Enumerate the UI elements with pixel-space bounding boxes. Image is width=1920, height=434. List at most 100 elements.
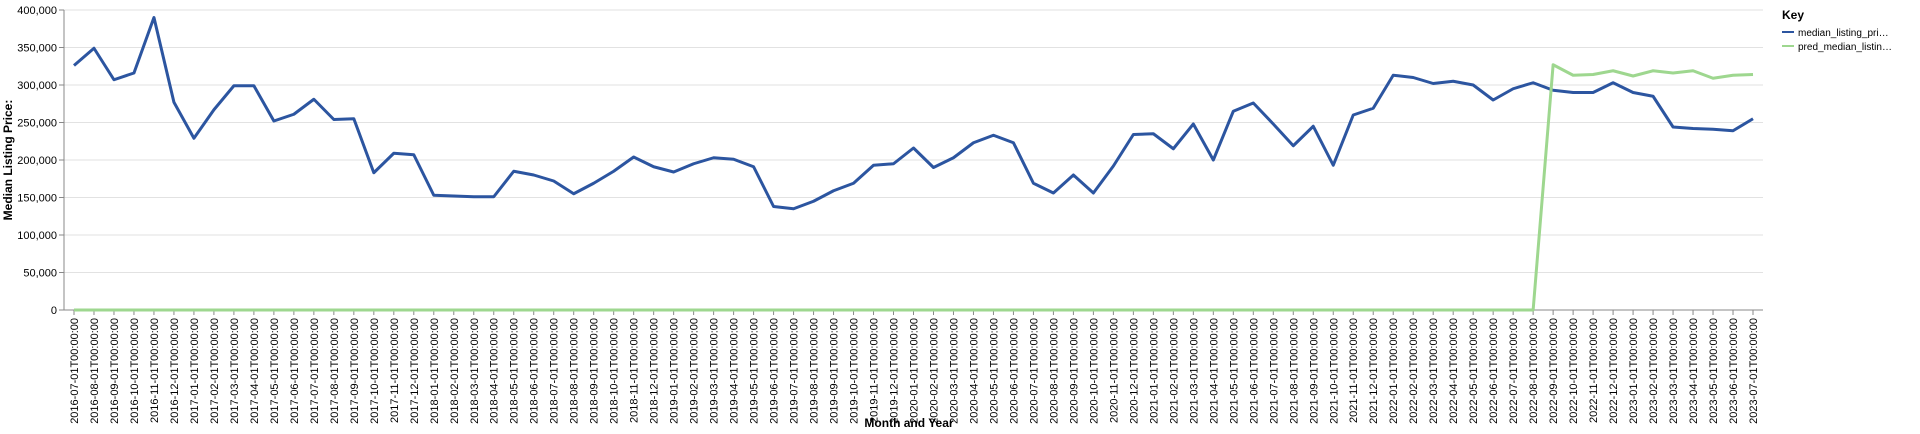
x-tick-label: 2019-08-01T00:00:00 <box>809 318 821 424</box>
x-tick-label: 2022-04-01T00:00:00 <box>1448 318 1460 424</box>
x-tick-label: 2021-07-01T00:00:00 <box>1268 318 1280 424</box>
x-tick-label: 2018-08-01T00:00:00 <box>569 318 581 424</box>
x-tick-label: 2017-11-01T00:00:00 <box>389 318 401 423</box>
legend-label: pred_median_listin… <box>1798 42 1892 53</box>
x-tick-label: 2022-06-01T00:00:00 <box>1488 318 1500 424</box>
x-tick-label: 2023-07-01T00:00:00 <box>1748 318 1760 424</box>
x-tick-label: 2020-09-01T00:00:00 <box>1068 318 1080 424</box>
x-tick-label: 2020-07-01T00:00:00 <box>1028 318 1040 424</box>
x-tick-label: 2021-10-01T00:00:00 <box>1328 318 1340 424</box>
x-tick-label: 2022-11-01T00:00:00 <box>1588 318 1600 423</box>
x-tick-label: 2018-11-01T00:00:00 <box>629 318 641 423</box>
x-tick-label: 2023-02-01T00:00:00 <box>1648 318 1660 424</box>
x-tick-label: 2020-06-01T00:00:00 <box>1008 318 1020 424</box>
x-tick-label: 2019-10-01T00:00:00 <box>849 318 861 424</box>
x-tick-label: 2017-06-01T00:00:00 <box>289 318 301 424</box>
x-tick-label: 2018-02-01T00:00:00 <box>449 318 461 424</box>
x-tick-label: 2022-07-01T00:00:00 <box>1508 318 1520 424</box>
x-tick-label: 2016-07-01T00:00:00 <box>69 318 81 424</box>
x-tick-label: 2017-05-01T00:00:00 <box>269 318 281 424</box>
x-tick-label: 2018-10-01T00:00:00 <box>609 318 621 424</box>
x-tick-label: 2021-05-01T00:00:00 <box>1228 318 1240 424</box>
x-tick-label: 2021-04-01T00:00:00 <box>1208 318 1220 424</box>
series-line <box>73 63 1754 312</box>
x-tick-label: 2022-02-01T00:00:00 <box>1408 318 1420 424</box>
x-tick-label: 2017-08-01T00:00:00 <box>329 318 341 424</box>
x-tick-label: 2017-03-01T00:00:00 <box>229 318 241 424</box>
x-tick-label: 2022-12-01T00:00:00 <box>1608 318 1620 424</box>
x-tick-label: 2019-12-01T00:00:00 <box>889 318 901 424</box>
y-tick-label: 400,000 <box>17 5 57 17</box>
y-tick-label: 250,000 <box>17 118 57 130</box>
x-tick-label: 2019-06-01T00:00:00 <box>769 318 781 424</box>
x-tick-label: 2021-03-01T00:00:00 <box>1188 318 1200 424</box>
x-tick-label: 2018-07-01T00:00:00 <box>549 318 561 424</box>
x-tick-label: 2017-12-01T00:00:00 <box>409 318 421 424</box>
x-tick-label: 2016-09-01T00:00:00 <box>109 318 121 424</box>
x-tick-label: 2018-12-01T00:00:00 <box>649 318 661 424</box>
x-tick-label: 2020-10-01T00:00:00 <box>1088 318 1100 424</box>
x-tick-label: 2019-03-01T00:00:00 <box>709 318 721 424</box>
x-tick-label: 2017-02-01T00:00:00 <box>209 318 221 424</box>
x-tick-label: 2023-06-01T00:00:00 <box>1728 318 1740 424</box>
x-tick-label: 2018-09-01T00:00:00 <box>589 318 601 424</box>
x-tick-label: 2019-09-01T00:00:00 <box>829 318 841 424</box>
x-tick-label: 2017-07-01T00:00:00 <box>309 318 321 424</box>
x-tick-label: 2021-08-01T00:00:00 <box>1288 318 1300 424</box>
x-tick-label: 2021-12-01T00:00:00 <box>1368 318 1380 424</box>
x-tick-label: 2022-10-01T00:00:00 <box>1568 318 1580 424</box>
x-tick-label: 2021-02-01T00:00:00 <box>1168 318 1180 424</box>
y-tick-label: 300,000 <box>17 80 57 92</box>
y-tick-label: 350,000 <box>17 43 57 55</box>
x-tick-label: 2018-04-01T00:00:00 <box>489 318 501 424</box>
x-tick-label: 2017-04-01T00:00:00 <box>249 318 261 424</box>
x-axis-title: Month and Year <box>864 416 953 430</box>
x-tick-label: 2019-07-01T00:00:00 <box>789 318 801 424</box>
x-tick-label: 2022-08-01T00:00:00 <box>1528 318 1540 424</box>
x-tick-label: 2023-04-01T00:00:00 <box>1688 318 1700 424</box>
x-tick-label: 2019-11-01T00:00:00 <box>869 318 881 423</box>
x-tick-label: 2018-05-01T00:00:00 <box>509 318 521 424</box>
x-tick-label: 2023-03-01T00:00:00 <box>1668 318 1680 424</box>
x-tick-label: 2021-06-01T00:00:00 <box>1248 318 1260 424</box>
x-tick-label: 2020-03-01T00:00:00 <box>948 318 960 424</box>
series-line <box>73 16 1754 211</box>
x-tick-label: 2019-01-01T00:00:00 <box>669 318 681 424</box>
x-tick-label: 2016-11-01T00:00:00 <box>149 318 161 423</box>
x-tick-label: 2020-12-01T00:00:00 <box>1128 318 1140 424</box>
x-tick-label: 2019-05-01T00:00:00 <box>749 318 761 424</box>
x-tick-label: 2020-08-01T00:00:00 <box>1048 318 1060 424</box>
x-tick-label: 2021-01-01T00:00:00 <box>1148 318 1160 424</box>
x-tick-label: 2020-04-01T00:00:00 <box>968 318 980 424</box>
x-tick-label: 2019-04-01T00:00:00 <box>729 318 741 424</box>
x-tick-label: 2016-12-01T00:00:00 <box>169 318 181 424</box>
y-tick-label: 100,000 <box>17 230 57 242</box>
x-tick-label: 2017-01-01T00:00:00 <box>189 318 201 424</box>
x-tick-label: 2021-09-01T00:00:00 <box>1308 318 1320 424</box>
x-tick-label: 2017-09-01T00:00:00 <box>349 318 361 424</box>
x-tick-label: 2019-02-01T00:00:00 <box>689 318 701 424</box>
x-tick-label: 2021-11-01T00:00:00 <box>1348 318 1360 423</box>
x-tick-label: 2023-01-01T00:00:00 <box>1628 318 1640 424</box>
y-tick-label: 0 <box>51 305 57 317</box>
x-tick-label: 2022-05-01T00:00:00 <box>1468 318 1480 424</box>
x-tick-label: 2018-01-01T00:00:00 <box>429 318 441 424</box>
y-tick-label: 150,000 <box>17 193 57 205</box>
x-tick-label: 2022-09-01T00:00:00 <box>1548 318 1560 424</box>
x-tick-label: 2022-03-01T00:00:00 <box>1428 318 1440 424</box>
x-tick-label: 2020-02-01T00:00:00 <box>928 318 940 424</box>
x-tick-label: 2016-08-01T00:00:00 <box>89 318 101 424</box>
x-tick-label: 2017-10-01T00:00:00 <box>369 318 381 424</box>
x-tick-label: 2020-01-01T00:00:00 <box>909 318 921 424</box>
y-tick-label: 50,000 <box>23 268 57 280</box>
legend-label: median_listing_pri… <box>1798 28 1889 39</box>
x-tick-label: 2023-05-01T00:00:00 <box>1708 318 1720 424</box>
x-tick-label: 2018-06-01T00:00:00 <box>529 318 541 424</box>
x-tick-label: 2018-03-01T00:00:00 <box>469 318 481 424</box>
x-tick-label: 2016-10-01T00:00:00 <box>129 318 141 424</box>
y-axis-title: Median Listing Price: <box>1 100 15 221</box>
legend-title: Key <box>1782 8 1804 22</box>
y-tick-label: 200,000 <box>17 155 57 167</box>
x-tick-label: 2020-11-01T00:00:00 <box>1108 318 1120 423</box>
